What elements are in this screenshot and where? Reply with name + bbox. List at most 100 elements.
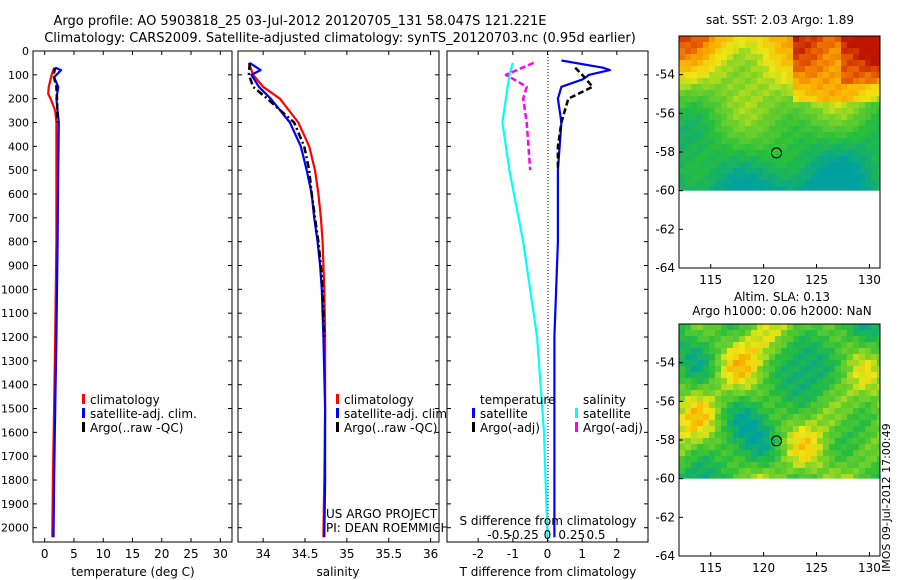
map-cell bbox=[739, 132, 745, 138]
map-cell bbox=[751, 54, 757, 60]
map-cell bbox=[757, 324, 763, 330]
map-cell bbox=[679, 336, 685, 342]
map-cell bbox=[703, 36, 709, 42]
map-cell bbox=[799, 450, 805, 456]
map-cell bbox=[853, 474, 859, 479]
map-cell bbox=[751, 396, 757, 402]
map-cell bbox=[877, 78, 880, 84]
map-cell bbox=[733, 78, 739, 84]
map-cell bbox=[781, 408, 787, 414]
map-cell bbox=[775, 456, 781, 462]
map-cell bbox=[781, 138, 787, 144]
map-cell bbox=[799, 360, 805, 366]
map-cell bbox=[859, 402, 865, 408]
legend-swatch-satellite bbox=[336, 408, 339, 418]
map-cell bbox=[763, 366, 769, 372]
map-cell bbox=[811, 360, 817, 366]
map-cell bbox=[763, 468, 769, 474]
map-cell bbox=[847, 336, 853, 342]
map-cell bbox=[775, 60, 781, 66]
map-cell bbox=[805, 138, 811, 144]
map-cell bbox=[805, 48, 811, 54]
map-cell bbox=[847, 348, 853, 354]
map-cell bbox=[829, 456, 835, 462]
map-cell bbox=[877, 150, 880, 156]
map-cell bbox=[781, 156, 787, 162]
map-cell bbox=[709, 132, 715, 138]
map-cell bbox=[805, 342, 811, 348]
map-cell bbox=[679, 462, 685, 468]
map-cell bbox=[847, 66, 853, 72]
map-cell bbox=[679, 168, 685, 174]
map-cell bbox=[847, 156, 853, 162]
difference-panel: -2 -1 0 1 2 S difference from climatology -0… bbox=[446, 50, 649, 579]
map-cell bbox=[739, 168, 745, 174]
map-cell bbox=[871, 342, 877, 348]
map-cell bbox=[679, 378, 685, 384]
map-cell bbox=[787, 156, 793, 162]
temperature-panel: 0100200300400500600700800900100011001200… bbox=[1, 45, 233, 579]
map-y-tick-label: -58 bbox=[655, 433, 675, 447]
map-cell bbox=[799, 180, 805, 186]
map-cell bbox=[835, 120, 841, 126]
map-cell bbox=[859, 336, 865, 342]
map-cell bbox=[775, 36, 781, 42]
map-cell bbox=[775, 72, 781, 78]
map-cell bbox=[811, 324, 817, 330]
map-cell bbox=[727, 456, 733, 462]
map-cell bbox=[841, 84, 847, 90]
map-cell bbox=[721, 450, 727, 456]
map-cell bbox=[793, 384, 799, 390]
map-cell bbox=[685, 474, 691, 479]
map-cell bbox=[811, 396, 817, 402]
legend-swatch-climatology bbox=[336, 394, 339, 404]
map-cell bbox=[859, 66, 865, 72]
map-cell bbox=[709, 456, 715, 462]
map-cell bbox=[799, 72, 805, 78]
map-cell bbox=[781, 402, 787, 408]
salinity-axes bbox=[237, 50, 440, 543]
map-cell bbox=[853, 66, 859, 72]
map-cell bbox=[733, 462, 739, 468]
map-cell bbox=[715, 168, 721, 174]
map-cell bbox=[691, 378, 697, 384]
map-cell bbox=[679, 348, 685, 354]
map-cell bbox=[841, 72, 847, 78]
map-cell bbox=[703, 462, 709, 468]
map-y-tick-label: -62 bbox=[655, 222, 675, 236]
depth-tick-label: 1500 bbox=[1, 403, 29, 416]
map-cell bbox=[841, 150, 847, 156]
map-cell bbox=[793, 42, 799, 48]
map-cell bbox=[739, 84, 745, 90]
legend-title-temperature: temperature bbox=[480, 393, 555, 407]
sst-map-title: sat. SST: 2.03 Argo: 1.89 bbox=[706, 13, 854, 27]
difference-y-ticks bbox=[447, 50, 648, 529]
map-cell bbox=[715, 126, 721, 132]
map-cell bbox=[871, 186, 877, 191]
map-cell bbox=[727, 126, 733, 132]
map-cell bbox=[829, 378, 835, 384]
map-cell bbox=[769, 78, 775, 84]
map-cell bbox=[817, 66, 823, 72]
map-cell bbox=[727, 414, 733, 420]
map-cell bbox=[805, 414, 811, 420]
map-y-tick-label: -60 bbox=[655, 472, 675, 486]
map-cell bbox=[847, 36, 853, 42]
map-cell bbox=[703, 144, 709, 150]
map-cell bbox=[685, 342, 691, 348]
map-cell bbox=[823, 168, 829, 174]
map-cell bbox=[859, 186, 865, 191]
map-cell bbox=[703, 456, 709, 462]
map-cell bbox=[733, 324, 739, 330]
map-cell bbox=[787, 474, 793, 479]
map-cell bbox=[769, 390, 775, 396]
map-cell bbox=[853, 144, 859, 150]
map-cell bbox=[871, 120, 877, 126]
map-cell bbox=[763, 180, 769, 186]
map-cell bbox=[769, 426, 775, 432]
map-cell bbox=[703, 150, 709, 156]
map-cell bbox=[853, 402, 859, 408]
map-cell bbox=[727, 102, 733, 108]
map-cell bbox=[823, 78, 829, 84]
map-cell bbox=[691, 426, 697, 432]
